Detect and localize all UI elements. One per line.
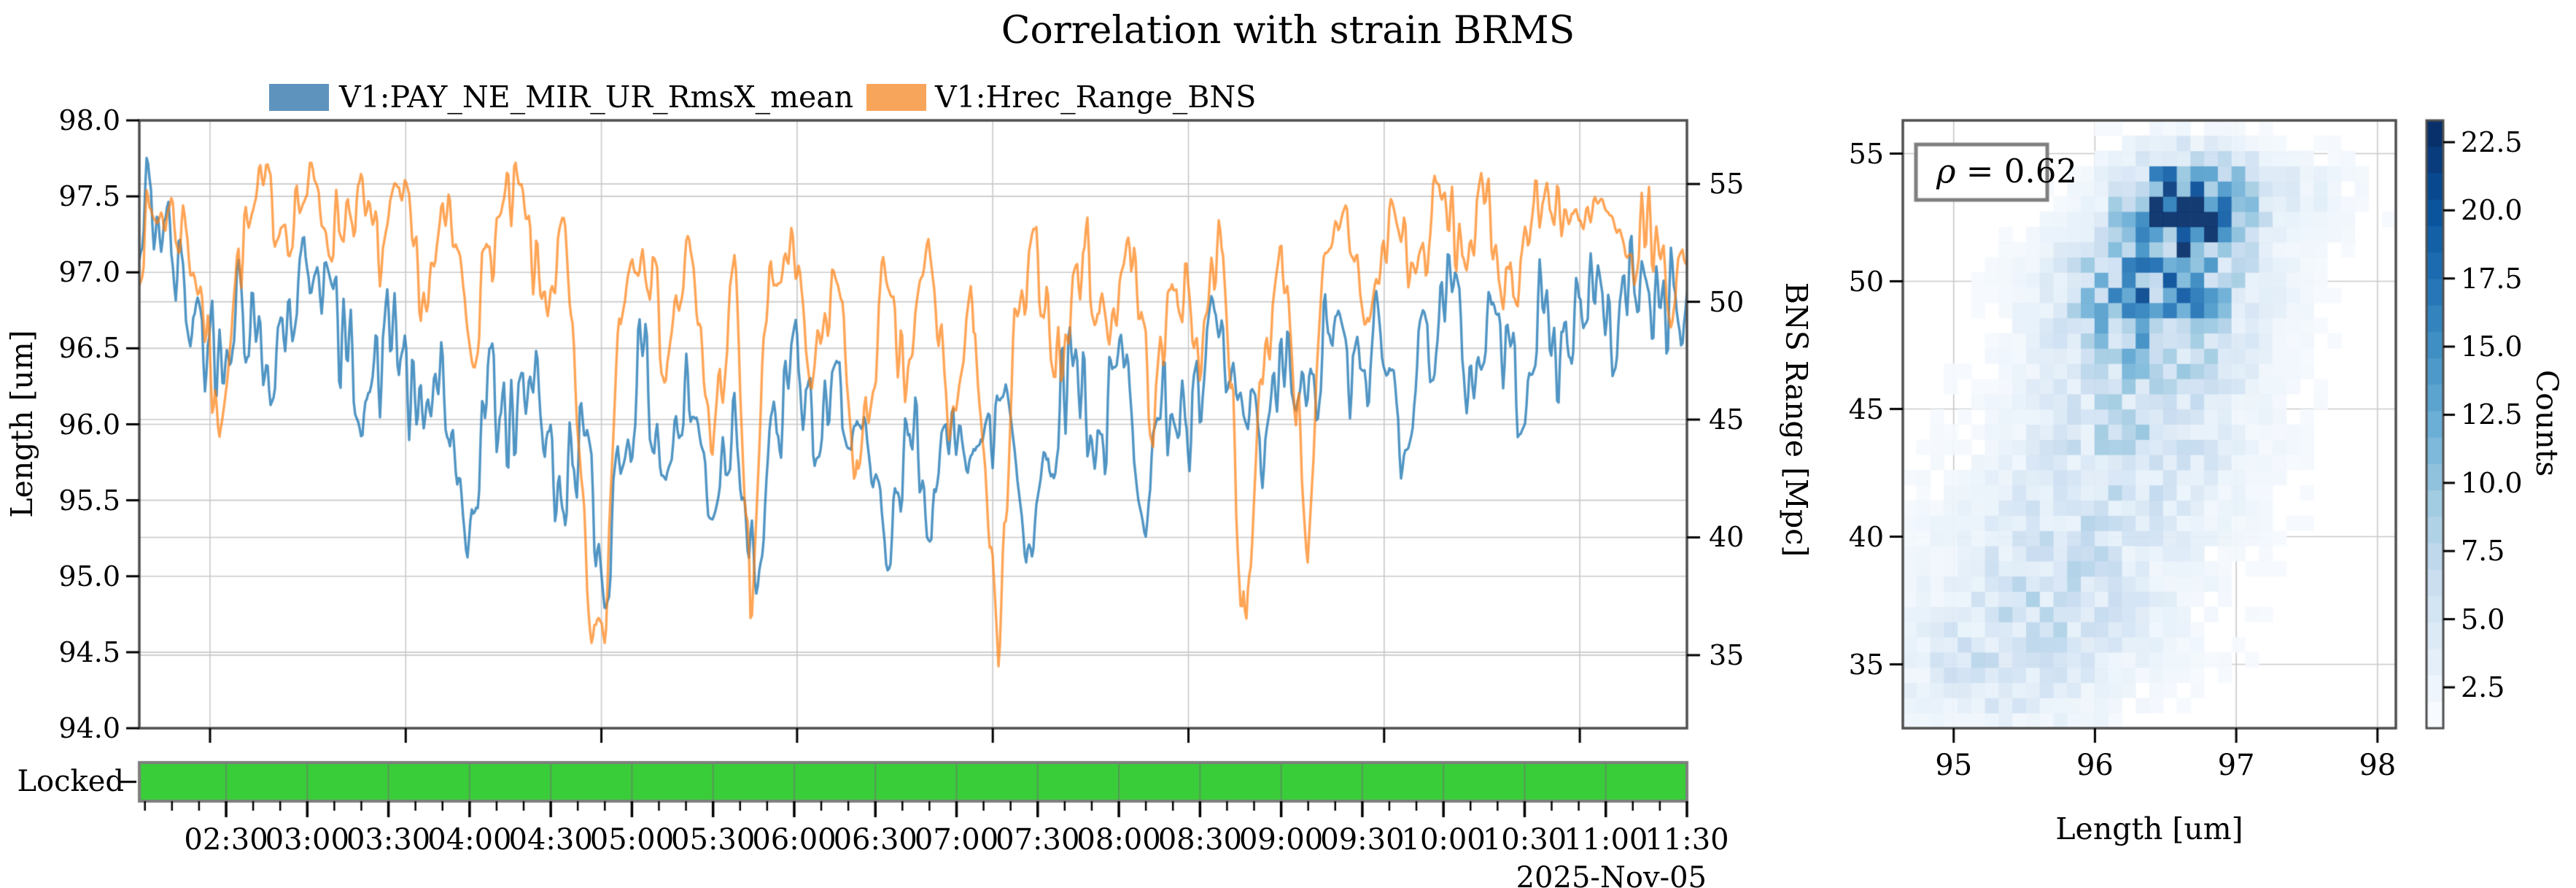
hist-x-axis-label: Length [um] <box>2055 811 2243 846</box>
left-y-tick-label: 97.0 <box>58 256 120 289</box>
x-axis-date-label: 2025-Nov-05 <box>1516 861 1707 888</box>
colorbar-tick-label: 20.0 <box>2461 194 2523 227</box>
x-tick-label: 08:00 <box>1076 823 1161 857</box>
x-tick-label: 03:30 <box>346 823 431 857</box>
hist-y-tick-label: 50 <box>1848 265 1884 298</box>
figure-title: Correlation with strain BRMS <box>1001 9 1575 53</box>
legend-swatch-rms <box>269 84 329 111</box>
colorbar-tick-label: 12.5 <box>2461 398 2523 431</box>
x-tick-label: 11:30 <box>1645 823 1729 857</box>
left-y-tick-label: 95.5 <box>58 484 120 517</box>
right-y-tick-label: 50 <box>1709 285 1745 318</box>
x-tick-label: 07:30 <box>996 823 1080 857</box>
left-y-tick-label: 94.0 <box>58 712 120 744</box>
right-y-tick-label: 55 <box>1709 168 1745 201</box>
left-y-tick-label: 96.5 <box>58 332 120 365</box>
colorbar-label: Counts <box>2529 369 2564 477</box>
x-tick-label: 05:00 <box>589 823 675 857</box>
x-tick-label: 07:00 <box>914 823 999 857</box>
x-tick-label: 05:30 <box>671 823 756 857</box>
hist-y-tick-label: 55 <box>1848 137 1884 170</box>
x-tick-label: 04:00 <box>427 823 512 857</box>
x-tick-label: 08:30 <box>1157 823 1242 857</box>
legend-label-rms: V1:PAY_NE_MIR_UR_RmsX_mean <box>339 80 854 115</box>
legend-swatch-bns <box>866 84 926 111</box>
x-tick-label: 03:00 <box>265 823 349 857</box>
x-tick-label: 04:30 <box>508 823 593 857</box>
hist-x-tick-label: 95 <box>1935 749 1973 782</box>
colorbar-tick-label: 7.5 <box>2461 535 2505 568</box>
x-tick-label: 11:00 <box>1564 823 1648 857</box>
x-tick-label: 09:30 <box>1320 823 1405 857</box>
left-y-tick-label: 96.0 <box>58 408 120 441</box>
right-y-tick-label: 40 <box>1709 521 1745 554</box>
x-tick-label: 02:30 <box>184 823 268 857</box>
colorbar-tick-label: 17.5 <box>2461 262 2523 295</box>
left-y-tick-label: 98.0 <box>58 104 120 136</box>
x-tick-label: 09:00 <box>1238 823 1324 857</box>
hist-y-tick-label: 45 <box>1848 393 1884 425</box>
colorbar-tick-label: 10.0 <box>2461 466 2523 499</box>
locked-state-label: Locked <box>17 765 124 798</box>
right-y-tick-label: 35 <box>1709 638 1745 671</box>
colorbar-tick-label: 2.5 <box>2461 671 2505 703</box>
correlation-annotation: ρ = 0.62 <box>1936 152 2077 190</box>
left-y-tick-label: 94.5 <box>58 636 120 668</box>
right-y-axis-label: BNS Range [Mpc] <box>1779 282 1814 557</box>
x-tick-label: 10:00 <box>1401 823 1486 857</box>
hist-x-tick-label: 97 <box>2217 749 2255 782</box>
hist-y-tick-label: 35 <box>1848 648 1884 681</box>
colorbar-tick-label: 5.0 <box>2461 603 2505 636</box>
colorbar-tick-label: 22.5 <box>2461 126 2523 158</box>
x-tick-label: 10:30 <box>1482 823 1567 857</box>
x-tick-label: 06:30 <box>833 823 917 857</box>
left-y-tick-label: 97.5 <box>58 180 120 213</box>
hist-y-tick-label: 40 <box>1848 520 1884 553</box>
rho-symbol: ρ <box>1936 152 1956 190</box>
right-y-tick-label: 45 <box>1709 404 1745 436</box>
hist-x-tick-label: 98 <box>2359 749 2397 782</box>
legend-label-bns: V1:Hrec_Range_BNS <box>935 80 1257 115</box>
colorbar-tick-label: 15.0 <box>2461 331 2523 363</box>
x-tick-label: 06:00 <box>752 823 837 857</box>
left-y-axis-label: Length [um] <box>4 330 39 518</box>
rho-value: = 0.62 <box>1955 152 2077 190</box>
hist-x-tick-label: 96 <box>2076 749 2114 782</box>
left-y-tick-label: 95.0 <box>58 560 120 592</box>
